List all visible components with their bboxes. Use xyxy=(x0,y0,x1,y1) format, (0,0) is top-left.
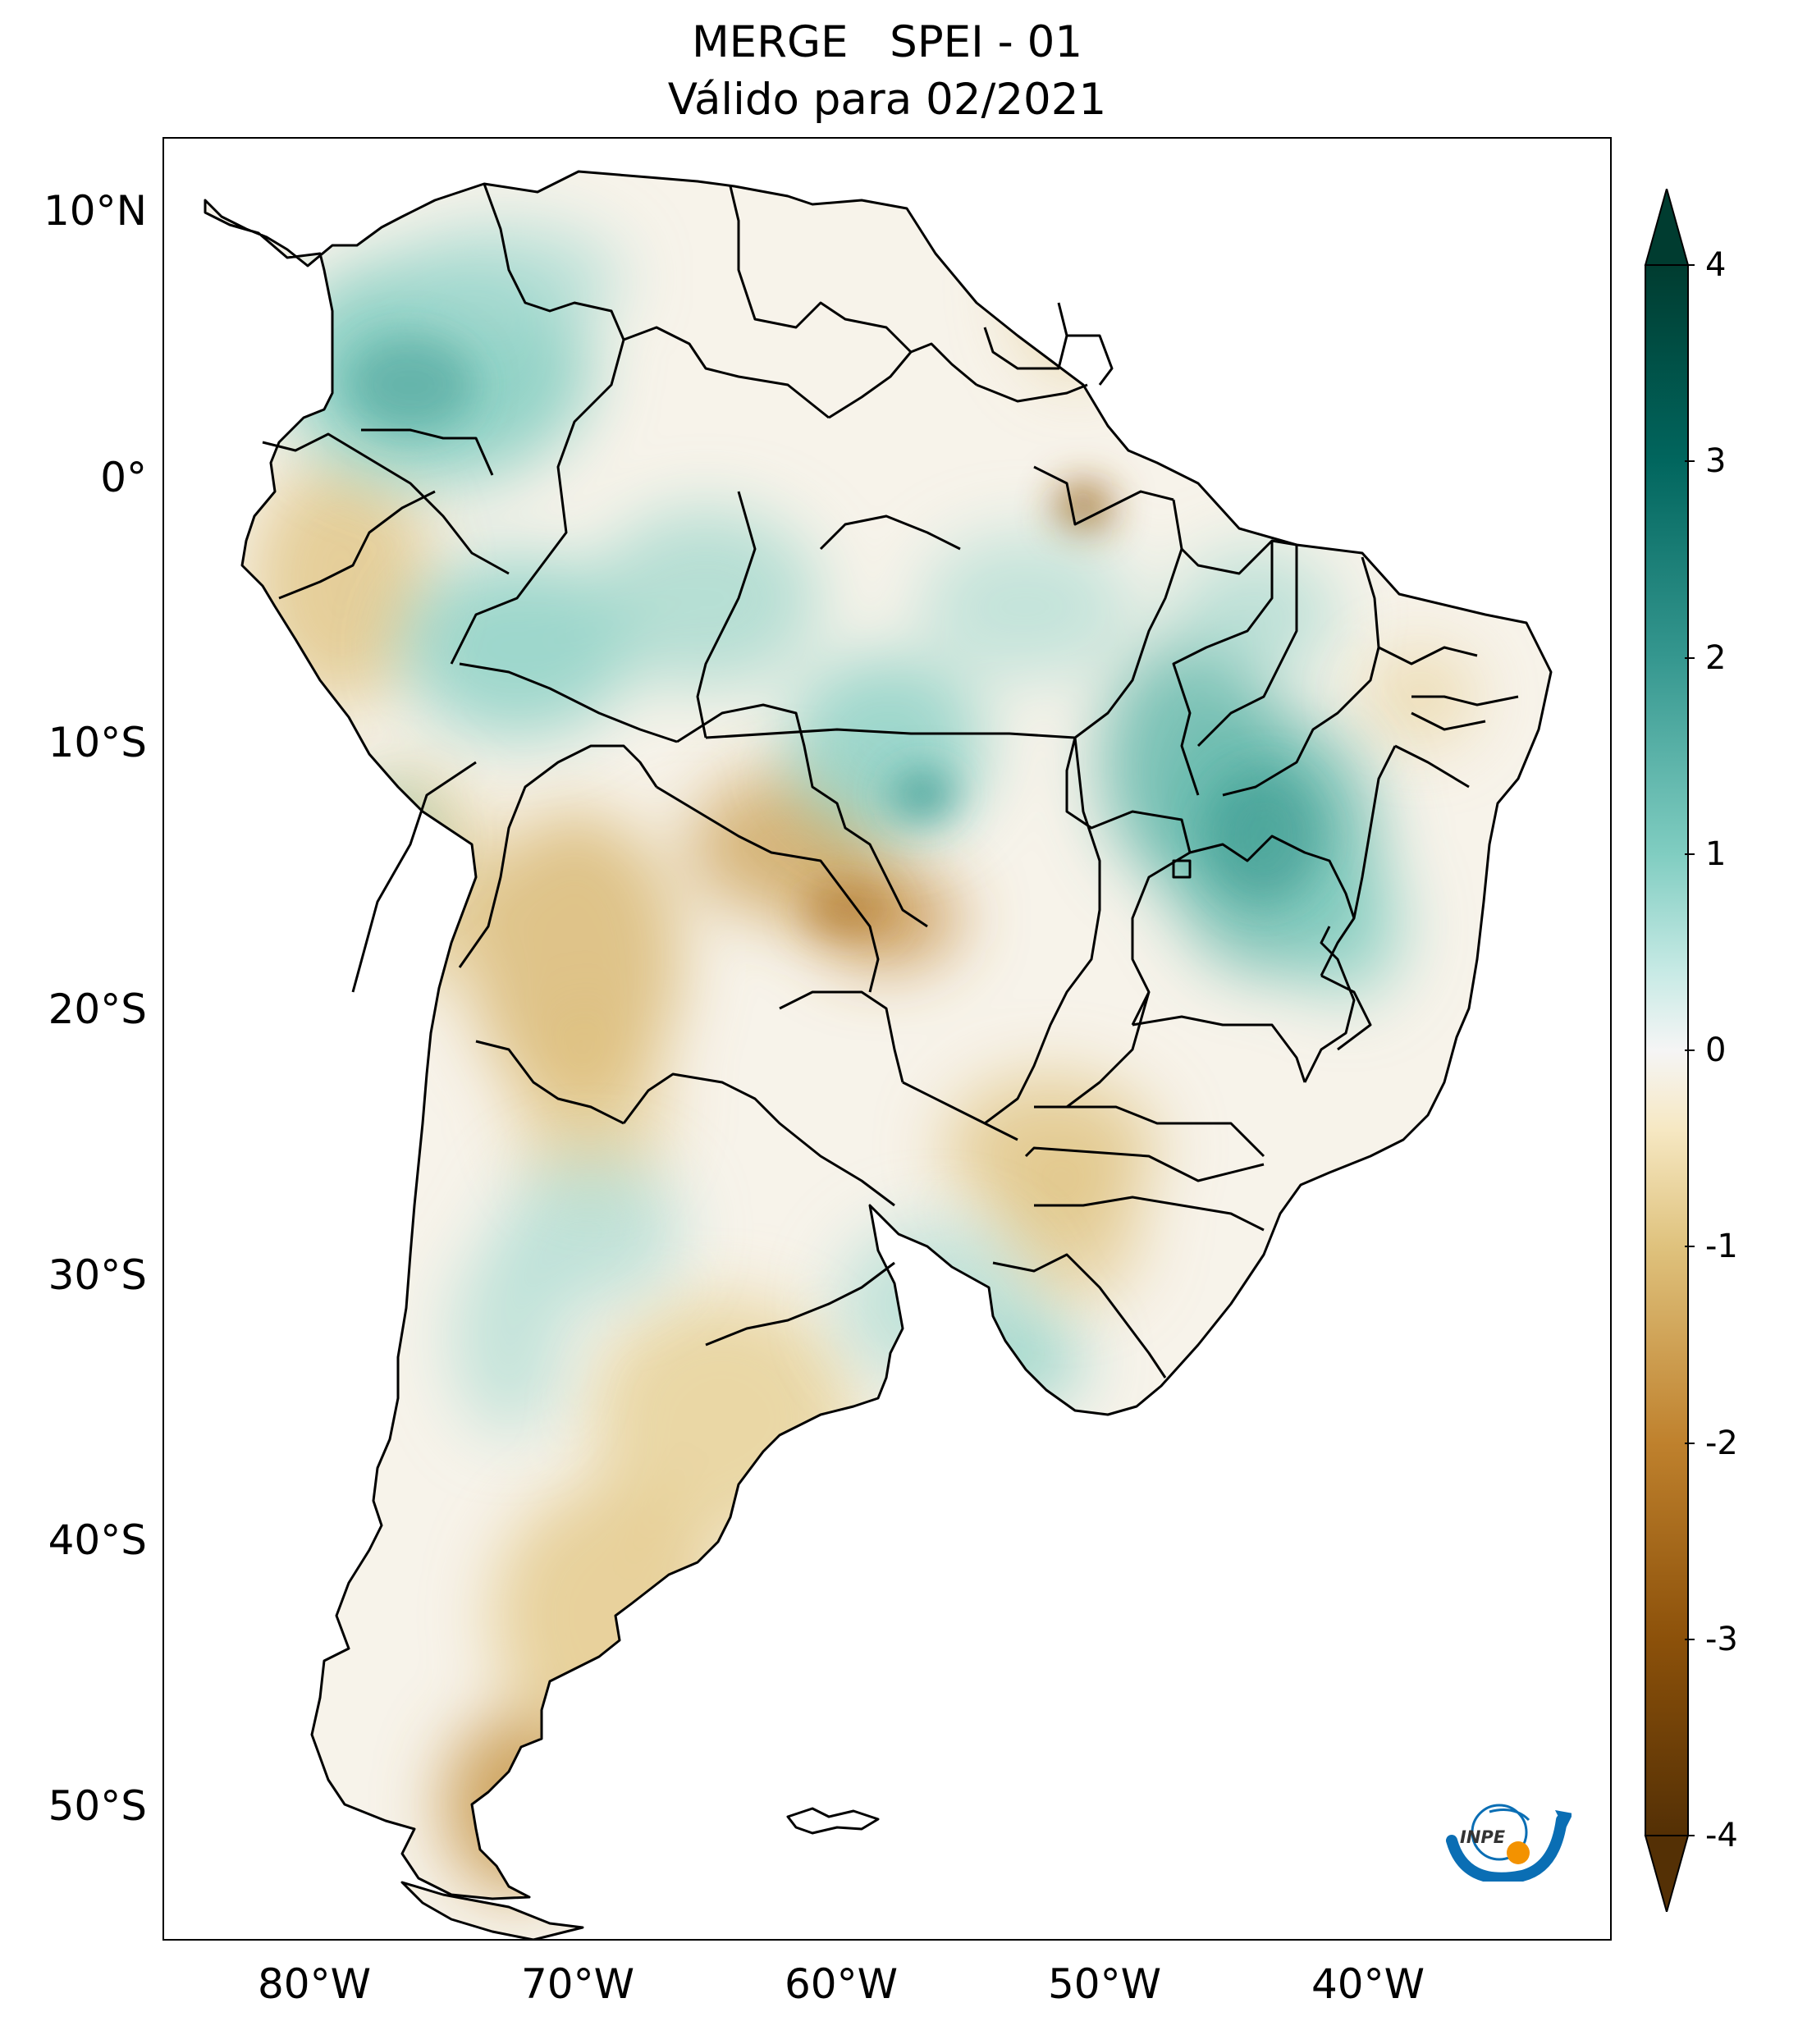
colorbar-tick-mark xyxy=(1685,264,1695,266)
colorbar-tick-mark xyxy=(1685,1246,1695,1247)
inpe-logo-text: INPE xyxy=(1460,1827,1506,1847)
colorbar-tick-mark xyxy=(1685,853,1695,855)
inpe-logo-icon: INPE xyxy=(1446,1804,1572,1882)
spei-field xyxy=(205,171,1551,1939)
lat-label-30s: 30°S xyxy=(48,1251,147,1299)
map-title: MERGE SPEI - 01 xyxy=(691,17,1083,67)
lat-label-50s: 50°S xyxy=(48,1782,147,1830)
colorbar-extend-min xyxy=(1644,1835,1690,1912)
colorbar-gradient xyxy=(1645,264,1689,1836)
colorbar-tick-neg3: -3 xyxy=(1705,1621,1738,1658)
colorbar-tick-2: 2 xyxy=(1705,639,1727,677)
colorbar-tick-3: 3 xyxy=(1705,442,1727,480)
lon-label-60w: 60°W xyxy=(784,1960,899,2008)
colorbar-extend-max xyxy=(1644,189,1690,266)
lat-label-10s: 10°S xyxy=(48,719,147,766)
colorbar-tick-0: 0 xyxy=(1705,1031,1727,1069)
lat-label-10n: 10°N xyxy=(43,187,147,235)
lon-label-50w: 50°W xyxy=(1047,1960,1162,2008)
colorbar-tick-4: 4 xyxy=(1705,246,1727,284)
map-subtitle: Válido para 02/2021 xyxy=(667,75,1107,125)
map-panel xyxy=(162,137,1612,1941)
lat-label-0: 0° xyxy=(100,454,147,501)
colorbar-tick-mark xyxy=(1685,1835,1695,1836)
colorbar-tick-mark xyxy=(1685,657,1695,659)
colorbar-tick-1: 1 xyxy=(1705,835,1727,873)
lon-label-80w: 80°W xyxy=(257,1960,372,2008)
colorbar-tick-neg2: -2 xyxy=(1705,1424,1738,1462)
south-america-map xyxy=(204,170,1553,1939)
lat-label-40s: 40°S xyxy=(48,1516,147,1564)
colorbar-tick-mark xyxy=(1685,1049,1695,1051)
colorbar-tick-neg1: -1 xyxy=(1705,1228,1738,1265)
lat-label-20s: 20°S xyxy=(48,985,147,1033)
country-borders xyxy=(204,170,1553,1939)
colorbar-tick-mark xyxy=(1685,460,1695,462)
colorbar-tick-mark xyxy=(1685,1443,1695,1444)
colorbar xyxy=(1644,189,1690,1912)
colorbar-tick-mark xyxy=(1685,1639,1695,1640)
lon-label-70w: 70°W xyxy=(520,1960,635,2008)
colorbar-tick-neg4: -4 xyxy=(1705,1817,1738,1854)
lon-label-40w: 40°W xyxy=(1311,1960,1425,2008)
